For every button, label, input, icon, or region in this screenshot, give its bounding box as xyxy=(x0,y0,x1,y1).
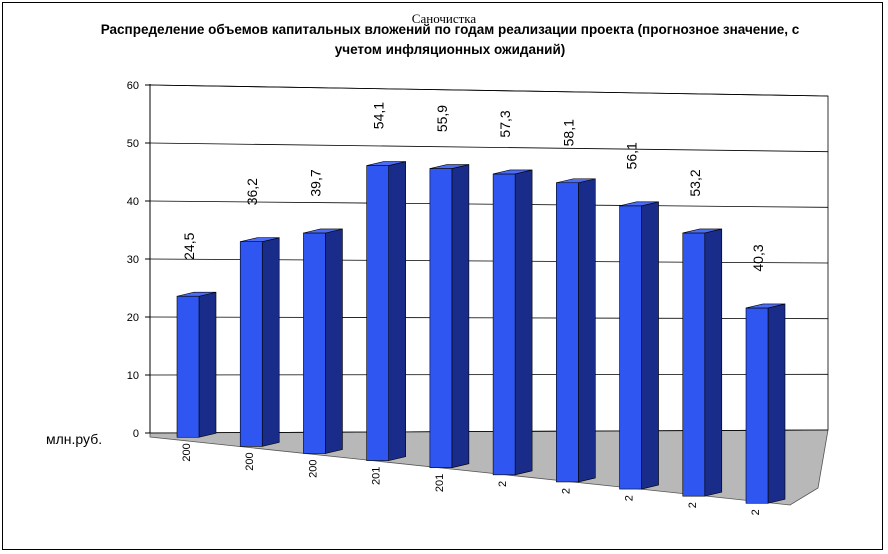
x-tick-label: 200 xyxy=(244,452,256,470)
y-tick-label: 60 xyxy=(127,80,139,92)
bar-front xyxy=(745,307,769,504)
bar xyxy=(745,303,786,504)
y-tick-label: 20 xyxy=(127,312,139,324)
bar-top xyxy=(556,178,596,184)
bar xyxy=(239,237,280,447)
bar xyxy=(619,201,659,490)
gridline xyxy=(149,142,829,153)
data-label: 36,2 xyxy=(244,178,260,205)
bar-side xyxy=(198,291,217,438)
bar-top xyxy=(366,161,406,166)
bar-side xyxy=(514,169,533,476)
bar-side xyxy=(578,178,596,483)
data-label: 40,3 xyxy=(750,244,766,271)
bar-top xyxy=(493,169,533,175)
bar xyxy=(366,161,406,461)
y-tick-label: 30 xyxy=(127,254,139,266)
data-label: 39,7 xyxy=(307,169,323,196)
x-tick-label: 2 xyxy=(624,495,636,501)
bar-front xyxy=(429,168,453,469)
bar xyxy=(492,169,533,476)
bar-top xyxy=(619,201,659,207)
bar-top xyxy=(682,228,722,234)
data-label: 54,1 xyxy=(371,102,387,129)
y-axis-label: млн.руб. xyxy=(46,431,103,447)
gridline xyxy=(149,84,829,97)
data-label: 55,9 xyxy=(434,105,450,132)
bar xyxy=(556,178,596,483)
bar xyxy=(303,228,343,454)
bar xyxy=(176,291,217,438)
bar-side xyxy=(325,228,343,454)
bar-front xyxy=(492,173,516,476)
bar-side xyxy=(767,303,786,504)
y-tick-label: 10 xyxy=(127,370,139,382)
x-tick-label: 2 xyxy=(687,502,699,508)
bar-side xyxy=(261,237,280,447)
data-label: 24,5 xyxy=(181,232,197,259)
data-label: 58,1 xyxy=(560,119,576,146)
x-tick-label: 2 xyxy=(497,481,509,487)
bar-side xyxy=(704,228,723,497)
bar-front xyxy=(239,241,263,447)
bar-side xyxy=(388,161,406,461)
x-tick-label: 200 xyxy=(181,443,193,461)
data-label: 56,1 xyxy=(624,142,640,169)
gridline xyxy=(149,200,829,208)
y-tick-label: 50 xyxy=(127,138,139,150)
x-tick-label: 201 xyxy=(434,474,446,492)
bar-front xyxy=(556,182,579,483)
y-tick-label: 0 xyxy=(133,428,139,440)
y-tick-label: 40 xyxy=(127,196,139,208)
bar-front xyxy=(303,232,326,454)
bar-front xyxy=(176,295,200,438)
data-label: 57,3 xyxy=(497,110,513,137)
bar-front xyxy=(682,232,706,497)
x-tick-label: 200 xyxy=(307,460,319,478)
bar-side xyxy=(641,201,659,490)
bar xyxy=(429,164,470,469)
bar-front xyxy=(366,165,389,461)
bar-side xyxy=(451,164,470,469)
bar-top xyxy=(429,164,469,169)
overlay-title: Саночистка xyxy=(411,11,477,26)
data-label: 53,2 xyxy=(687,169,703,196)
x-tick-label: 2 xyxy=(560,488,572,494)
bar-top xyxy=(176,291,217,297)
chart-title: Распределение объемов капитальных вложен… xyxy=(100,22,800,57)
bar-top xyxy=(240,237,280,242)
bar-top xyxy=(303,228,343,234)
x-tick-label: 2 xyxy=(750,509,762,515)
x-tick-label: 201 xyxy=(371,467,383,485)
bar-front xyxy=(619,205,642,490)
bar-top xyxy=(745,303,786,309)
bar xyxy=(682,228,723,497)
